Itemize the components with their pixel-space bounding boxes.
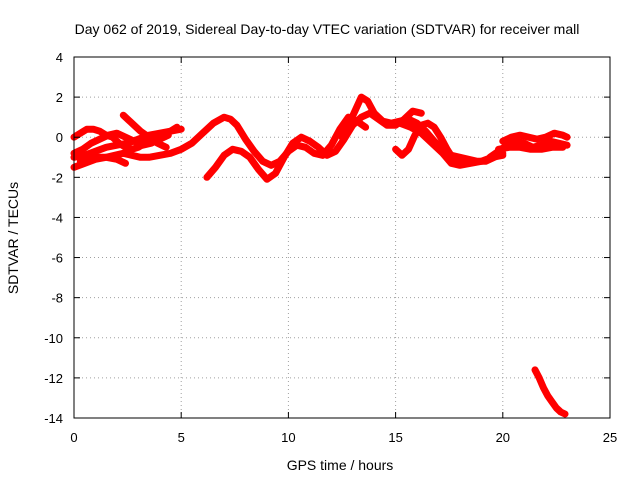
series-trace-e — [76, 113, 370, 169]
y-tick-label: -10 — [44, 331, 63, 346]
y-tick-label: -14 — [44, 411, 63, 426]
series-trace-l — [499, 129, 571, 145]
x-tick-label: 25 — [603, 430, 617, 445]
chart-title: Day 062 of 2019, Sidereal Day-to-day VTE… — [75, 21, 580, 37]
axis-ticks — [73, 56, 611, 419]
series-trace-m — [495, 143, 567, 153]
y-tick-label: 2 — [56, 90, 63, 105]
x-tick-label: 5 — [178, 430, 185, 445]
y-tick-label: -2 — [51, 170, 63, 185]
data-traces — [70, 93, 571, 418]
series-trace-i — [392, 119, 470, 165]
y-tick-label: -8 — [51, 291, 63, 306]
series-trace-c — [70, 125, 185, 161]
x-tick-label: 20 — [496, 430, 510, 445]
y-tick-label: -12 — [44, 371, 63, 386]
series-trace-n — [531, 366, 569, 418]
y-tick-label: 0 — [56, 130, 63, 145]
x-tick-label: 15 — [388, 430, 402, 445]
x-axis-title: GPS time / hours — [287, 457, 394, 473]
y-axis-title: SDTVAR / TECUs — [5, 182, 21, 294]
series-trace-f — [119, 111, 170, 151]
y-tick-label: -6 — [51, 251, 63, 266]
y-tick-label: 4 — [56, 50, 63, 65]
plot-frame — [73, 56, 611, 419]
series-trace-j — [396, 119, 507, 169]
x-tick-label: 0 — [70, 430, 77, 445]
x-tick-label: 10 — [281, 430, 295, 445]
y-tick-label: -4 — [51, 210, 63, 225]
grid — [74, 57, 610, 418]
